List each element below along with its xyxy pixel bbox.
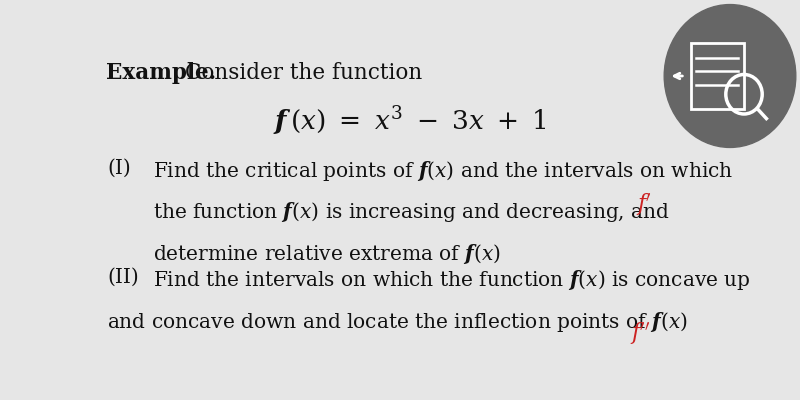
Text: Example.: Example. (106, 62, 216, 84)
Text: and concave down and locate the inflection points of $\boldsymbol{f}(x)$: and concave down and locate the inflecti… (107, 310, 688, 334)
Circle shape (664, 4, 796, 148)
Text: the function $\boldsymbol{f}(x)$ is increasing and decreasing, and: the function $\boldsymbol{f}(x)$ is incr… (153, 200, 670, 224)
Text: Find the intervals on which the function $\boldsymbol{f}(x)$ is concave up: Find the intervals on which the function… (153, 268, 750, 292)
Text: determine relative extrema of $\boldsymbol{f}(x)$: determine relative extrema of $\boldsymb… (153, 242, 501, 266)
Text: (II): (II) (107, 268, 139, 287)
Text: $\it{f}\,\!''$: $\it{f}\,\!''$ (630, 320, 650, 347)
Text: $\boldsymbol{f}\,(x)\ =\ x^3\ -\ 3x\ +\ 1$: $\boldsymbol{f}\,(x)\ =\ x^3\ -\ 3x\ +\ … (273, 105, 547, 138)
Text: $\it{f}\,\!'$: $\it{f}\,\!'$ (636, 191, 652, 218)
Text: (I): (I) (107, 159, 131, 178)
Text: Find the critical points of $\boldsymbol{f}(x)$ and the intervals on which: Find the critical points of $\boldsymbol… (153, 159, 733, 183)
Text: Consider the function: Consider the function (178, 62, 422, 84)
